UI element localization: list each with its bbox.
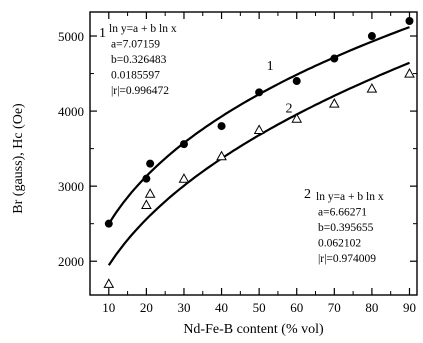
fit-curve-2: [107, 61, 410, 266]
annotation-1-line: |r|=0.996472: [111, 85, 169, 97]
point-series-2: [216, 150, 227, 161]
point-series-1: [142, 174, 151, 183]
x-tick-label: 30: [177, 300, 190, 315]
plot-frame: [89, 11, 418, 296]
annotation-2-line: a=6.66271: [318, 207, 367, 219]
y-tick-label: 3000: [58, 179, 84, 194]
curve-label-1: 1: [267, 59, 274, 74]
curve-label-2: 2: [285, 102, 292, 117]
point-series-1: [292, 77, 301, 86]
fit-annotation-1: 1 ln y=a + b ln x a=7.07159 b=0.326483 0…: [99, 23, 177, 97]
point-series-1: [330, 54, 339, 63]
fit-annotation-2: 2 ln y=a + b ln x a=6.66271 b=0.395655 0…: [304, 187, 384, 265]
point-series-2: [141, 199, 152, 210]
x-tick-labels: 10 20 30 40 50 60 70 80 90: [102, 300, 416, 315]
x-tick-label: 70: [328, 300, 341, 315]
x-tick-label: 10: [102, 300, 115, 315]
point-series-1: [405, 17, 414, 26]
point-series-2: [291, 113, 303, 123]
annotation-2-line: ln y=a + b ln x: [316, 191, 384, 203]
x-tick-label: 90: [403, 300, 416, 315]
point-series-1: [179, 140, 188, 149]
point-series-1: [217, 122, 226, 131]
point-series-2: [103, 278, 115, 288]
point-series-2: [144, 188, 156, 198]
annotation-1-line: 0.0185597: [111, 70, 160, 82]
x-tick-label: 40: [215, 300, 228, 315]
data-points: [103, 17, 415, 288]
y-tick-labels: 2000 3000 4000 5000: [58, 29, 84, 269]
point-series-2: [178, 173, 190, 183]
annotation-1-line: a=7.07159: [111, 39, 160, 51]
point-series-2: [404, 68, 415, 78]
y-axis-title: Br (gauss), Hc (Oe): [11, 103, 26, 214]
y-tick-label: 5000: [58, 29, 84, 44]
point-series-2: [253, 124, 265, 134]
axis-ticks: [90, 12, 417, 295]
annotation-1-line: b=0.326483: [111, 54, 167, 66]
point-series-1: [367, 32, 376, 41]
y-tick-label: 2000: [58, 254, 84, 269]
point-series-2: [366, 83, 378, 93]
annotation-1-line: ln y=a + b ln x: [109, 23, 177, 35]
annotation-2-line: b=0.395655: [318, 222, 374, 234]
annotation-2-number: 2: [304, 187, 311, 202]
annotation-2-line: 0.062102: [318, 238, 361, 250]
x-tick-label: 60: [290, 300, 303, 315]
point-series-2: [328, 98, 340, 108]
x-tick-label: 20: [140, 300, 153, 315]
x-tick-label: 50: [253, 300, 266, 315]
point-series-1: [255, 88, 264, 97]
point-series-1: [146, 159, 155, 168]
x-tick-label: 80: [365, 300, 378, 315]
annotation-2-line: |r|=0.974009: [318, 253, 376, 265]
y-tick-label: 4000: [58, 104, 84, 119]
annotation-1-number: 1: [99, 26, 106, 41]
point-series-1: [104, 219, 113, 228]
x-axis-title: Nd-Fe-B content (% vol): [183, 322, 324, 337]
